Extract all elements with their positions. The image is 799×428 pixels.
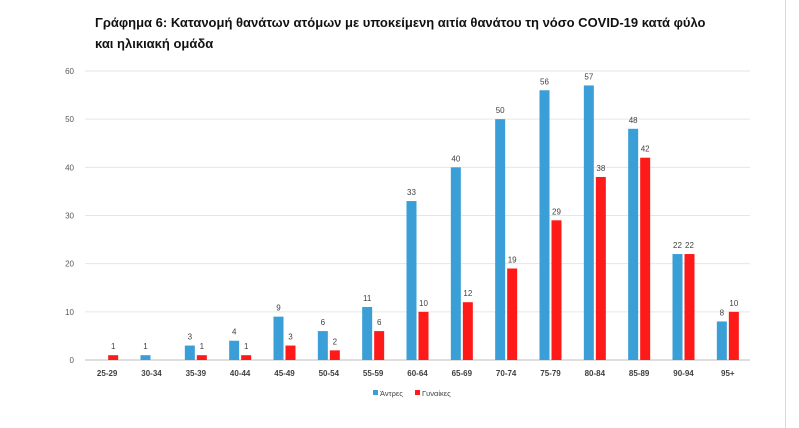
bar-men [716, 321, 727, 360]
x-tick-label: 30-34 [141, 369, 162, 378]
bar-men [539, 90, 550, 361]
data-label: 22 [673, 241, 682, 250]
y-tick-label: 10 [65, 308, 74, 317]
legend-label-men: Άντρες [380, 389, 403, 398]
data-label: 38 [596, 164, 605, 173]
x-tick-label: 85-89 [629, 369, 650, 378]
data-label: 22 [685, 241, 694, 250]
data-label: 56 [540, 77, 549, 86]
data-label: 1 [244, 342, 249, 351]
bar-men [229, 340, 240, 360]
data-label: 42 [641, 145, 650, 154]
legend-swatch-men [373, 390, 378, 395]
data-label: 12 [463, 289, 472, 298]
bars [108, 85, 739, 361]
x-tick-label: 95+ [721, 369, 735, 378]
bar-women [241, 355, 252, 360]
bar-men [140, 355, 151, 360]
legend-label-women: Γυναίκες [422, 389, 451, 398]
x-tick-label: 40-44 [230, 369, 251, 378]
y-tick-label: 50 [65, 115, 74, 124]
data-label: 50 [496, 106, 505, 115]
y-tick-label: 30 [65, 212, 74, 221]
data-label: 1 [200, 342, 205, 351]
data-label: 1 [111, 342, 116, 351]
legend-swatch-women [415, 390, 420, 395]
bar-women [728, 311, 739, 360]
x-tick-label: 50-54 [319, 369, 340, 378]
x-tick-label: 90-94 [673, 369, 694, 378]
data-label: 48 [629, 116, 638, 125]
data-label: 19 [508, 255, 517, 264]
y-tick-label: 40 [65, 163, 74, 172]
y-tick-label: 0 [70, 356, 75, 365]
bar-women [329, 350, 340, 360]
data-label: 6 [321, 318, 326, 327]
bar-men [628, 128, 639, 360]
y-tick-label: 60 [65, 67, 74, 76]
x-tick-label: 80-84 [585, 369, 606, 378]
frame-border [785, 0, 786, 428]
x-tick-label: 65-69 [452, 369, 473, 378]
bar-men [495, 119, 506, 361]
bar-men [362, 307, 373, 360]
bar-women [595, 176, 606, 360]
data-label: 40 [451, 154, 460, 163]
data-label: 3 [288, 333, 293, 342]
x-tick-label: 25-29 [97, 369, 118, 378]
bar-men [184, 345, 195, 360]
data-label: 10 [729, 299, 738, 308]
bar-men [450, 167, 461, 360]
data-label: 57 [584, 72, 593, 81]
data-label: 10 [419, 299, 428, 308]
legend: Άντρες Γυναίκες [373, 389, 451, 398]
bar-women [374, 331, 385, 360]
x-tick-label: 60-64 [407, 369, 428, 378]
data-label: 33 [407, 188, 416, 197]
x-tick-label: 35-39 [186, 369, 207, 378]
data-label: 4 [232, 328, 237, 337]
bar-women [285, 345, 296, 360]
bar-women [462, 302, 473, 360]
data-label: 1 [143, 342, 148, 351]
data-label: 8 [720, 308, 725, 317]
bar-women [507, 268, 518, 360]
bar-women [684, 254, 695, 360]
data-label: 6 [377, 318, 382, 327]
x-tick-label: 70-74 [496, 369, 517, 378]
bar-men [406, 201, 417, 360]
x-tick-label: 55-59 [363, 369, 384, 378]
data-label: 2 [333, 337, 338, 346]
x-tick-label: 45-49 [274, 369, 295, 378]
bar-men [273, 316, 284, 360]
bar-women [418, 311, 429, 360]
x-axis-ticks: 25-29 30-34 35-39 40-44 45-49 50-54 55-59 60-64… [97, 369, 735, 378]
bar-men [583, 85, 594, 360]
bar-men [672, 254, 683, 360]
bar-men [317, 331, 328, 360]
data-label: 11 [363, 294, 372, 303]
data-label: 9 [276, 304, 281, 313]
bar-women [640, 157, 651, 360]
x-tick-label: 75-79 [540, 369, 561, 378]
bar-women [196, 355, 207, 360]
data-label: 29 [552, 207, 561, 216]
y-axis-ticks: 0 10 20 30 40 50 60 [65, 67, 74, 365]
bar-women [108, 355, 119, 360]
chart-title: Γράφημα 6: Κατανομή θανάτων ατόμων με υπ… [95, 15, 706, 51]
bar-women [551, 220, 562, 360]
gridlines [85, 70, 750, 361]
y-tick-label: 20 [65, 260, 74, 269]
data-label: 3 [188, 333, 193, 342]
